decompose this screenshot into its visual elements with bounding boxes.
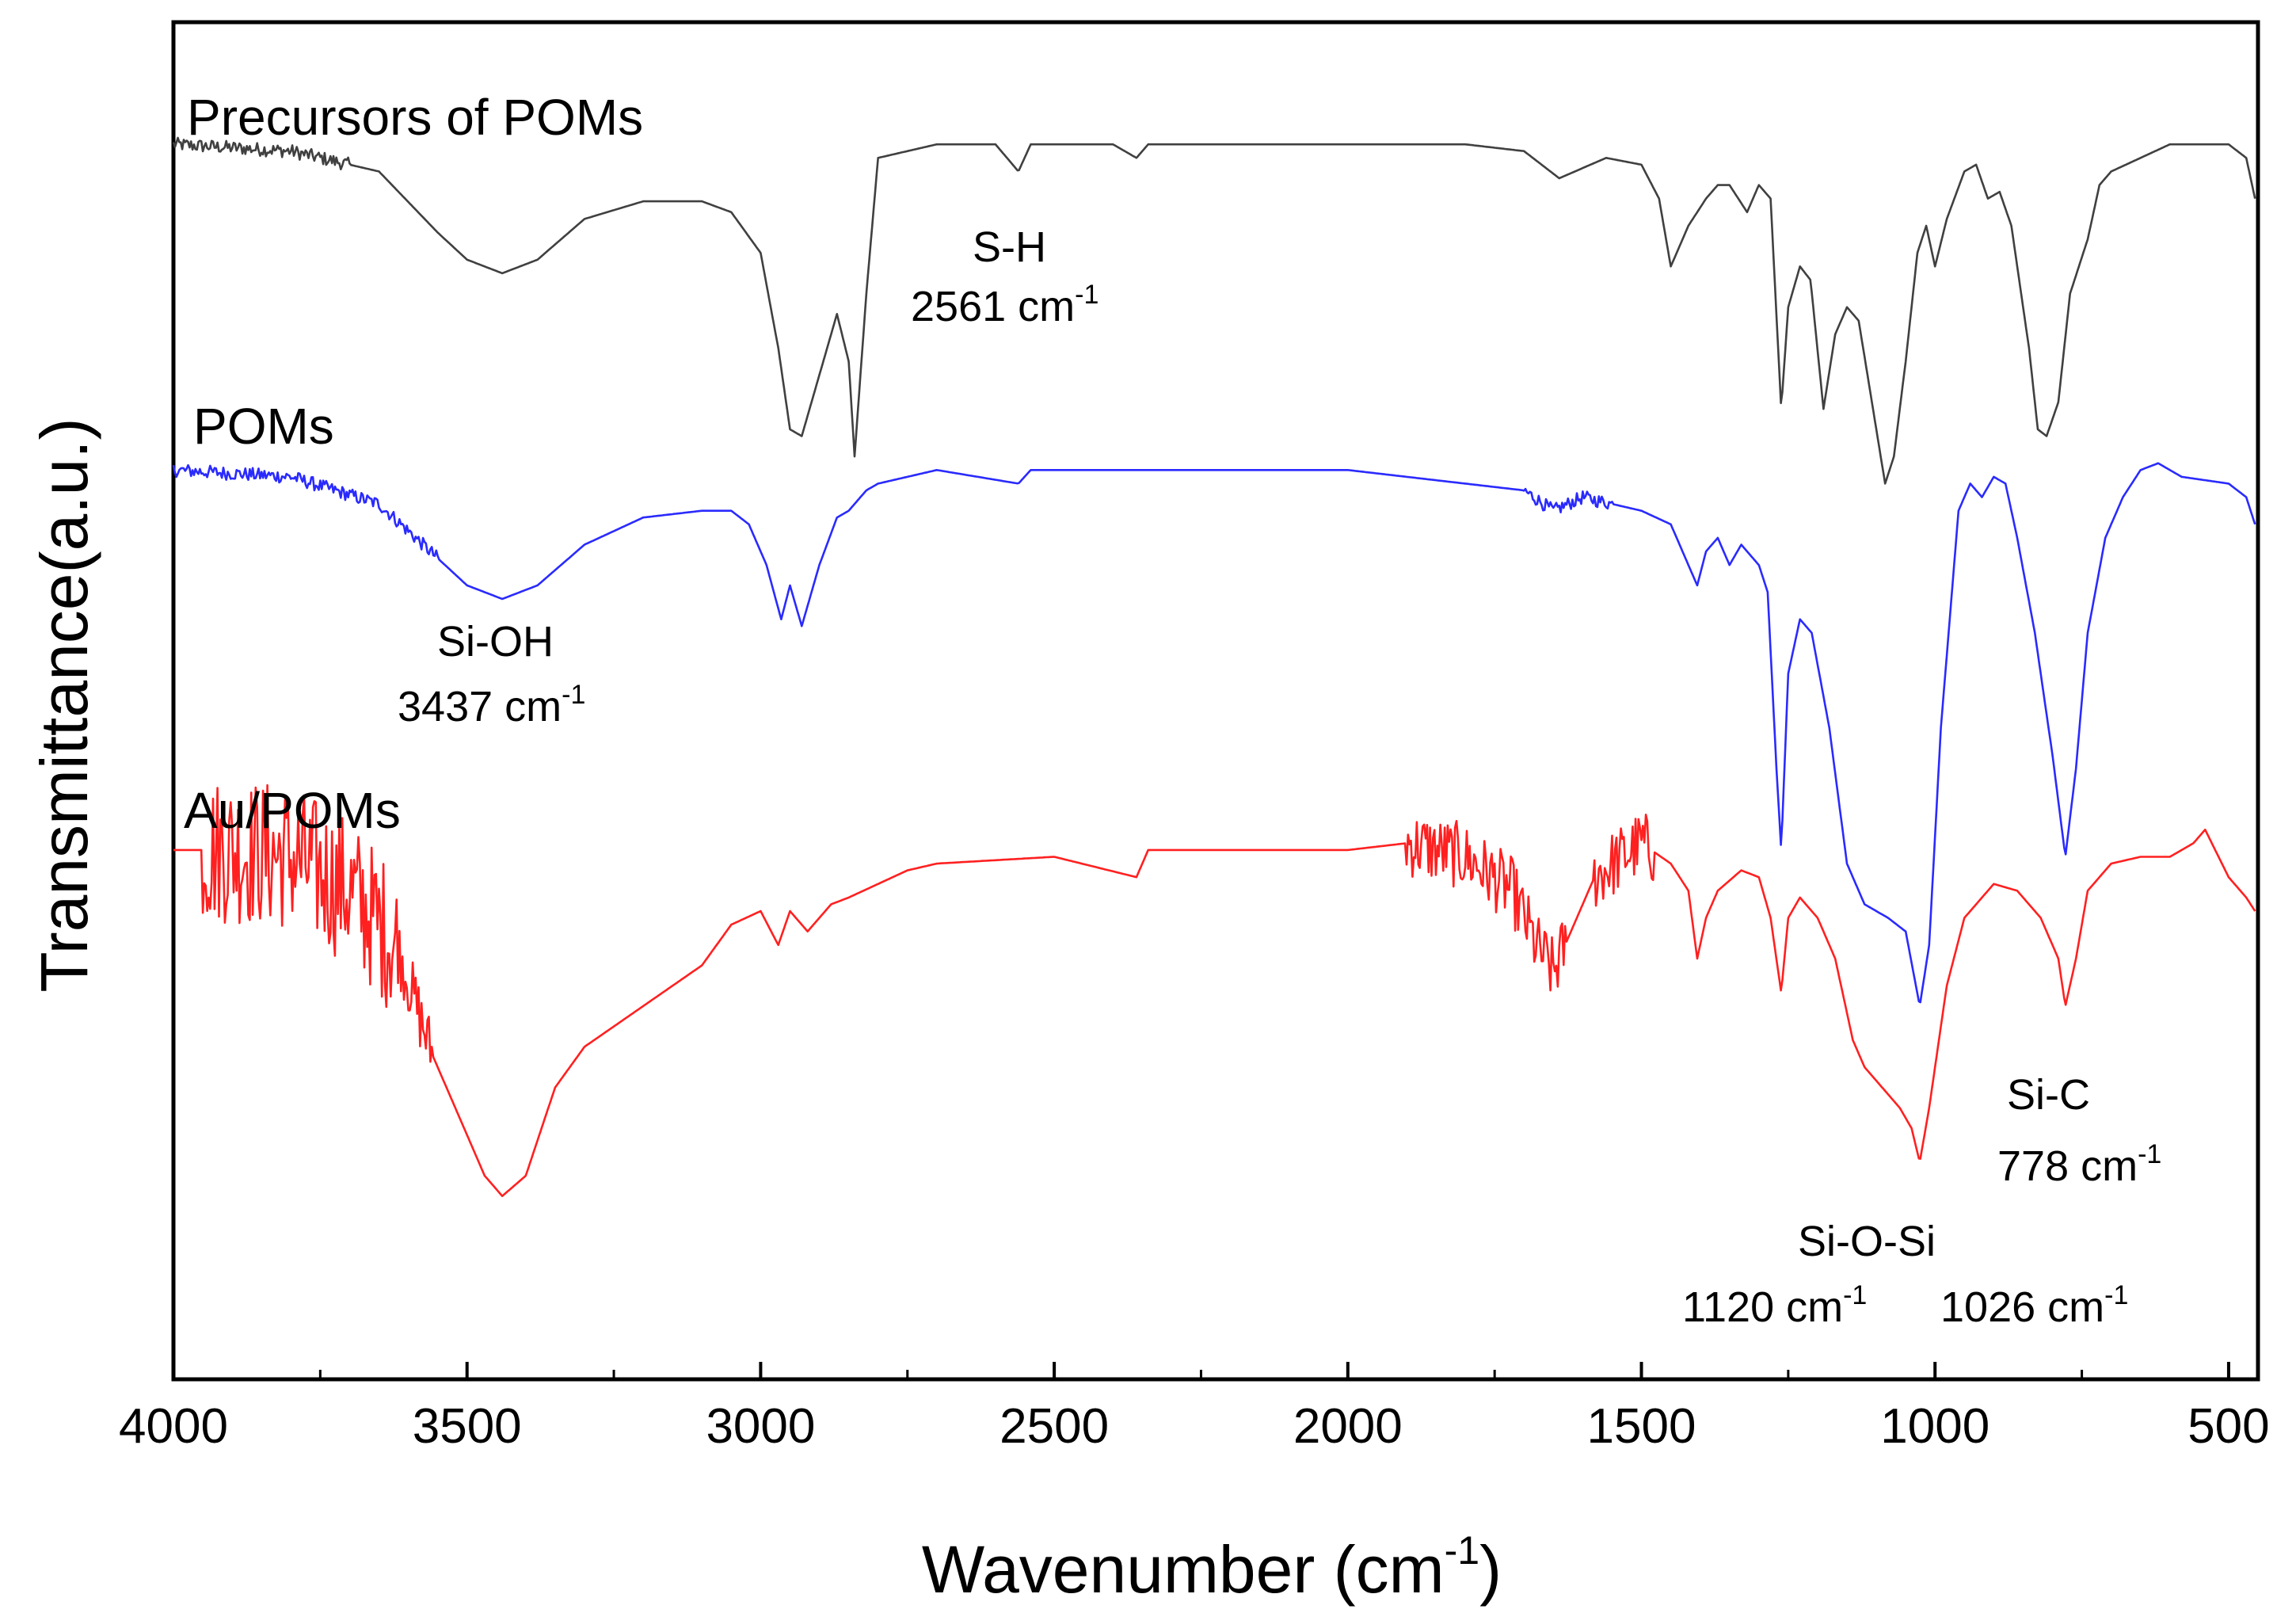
series-lines	[172, 136, 2256, 1197]
series-line-1	[172, 462, 2256, 1004]
series-line-2	[173, 784, 2256, 1197]
x-tick-label: 2500	[1000, 1399, 1109, 1454]
annotation-sioh-label: Si-OH	[437, 618, 554, 665]
series-label-poms: POMs	[193, 398, 334, 455]
plot-frame	[171, 20, 2260, 1382]
y-axis-title: Transmittance(a.u.)	[27, 418, 101, 992]
annotation-sic-label: Si-C	[2007, 1071, 2090, 1119]
x-tick-label: 3000	[706, 1399, 815, 1454]
annotation-sh-value: 2561 cm-1	[911, 280, 1099, 330]
series-label-precursors: Precursors of POMs	[187, 89, 643, 146]
x-tick-label: 2000	[1293, 1399, 1403, 1454]
x-tick-label: 3500	[413, 1399, 522, 1454]
x-tick-label: 1000	[1880, 1399, 1989, 1454]
series-line-0	[172, 136, 2256, 485]
x-tick-label: 1500	[1587, 1399, 1696, 1454]
x-axis-ticks: 4000 3500 3000 2500 2000 1500 1000 500	[119, 1362, 2270, 1454]
annotation-sic-value: 778 cm-1	[1997, 1139, 2161, 1190]
x-tick-label: 500	[2187, 1399, 2269, 1454]
annotation-sh-label: S-H	[973, 223, 1046, 271]
x-axis-title: Wavenumber (cm-1)	[922, 1528, 1502, 1607]
annotation-siosi-value-1: 1120 cm-1	[1682, 1280, 1867, 1331]
annotation-siosi-value-2: 1026 cm-1	[1940, 1280, 2128, 1331]
annotation-sioси-label: Si-O-Si	[1798, 1218, 1936, 1265]
series-label-au-poms: Au/POMs	[184, 782, 401, 839]
x-tick-label: 4000	[119, 1399, 228, 1454]
annotation-sioh-value: 3437 cm-1	[398, 680, 585, 730]
